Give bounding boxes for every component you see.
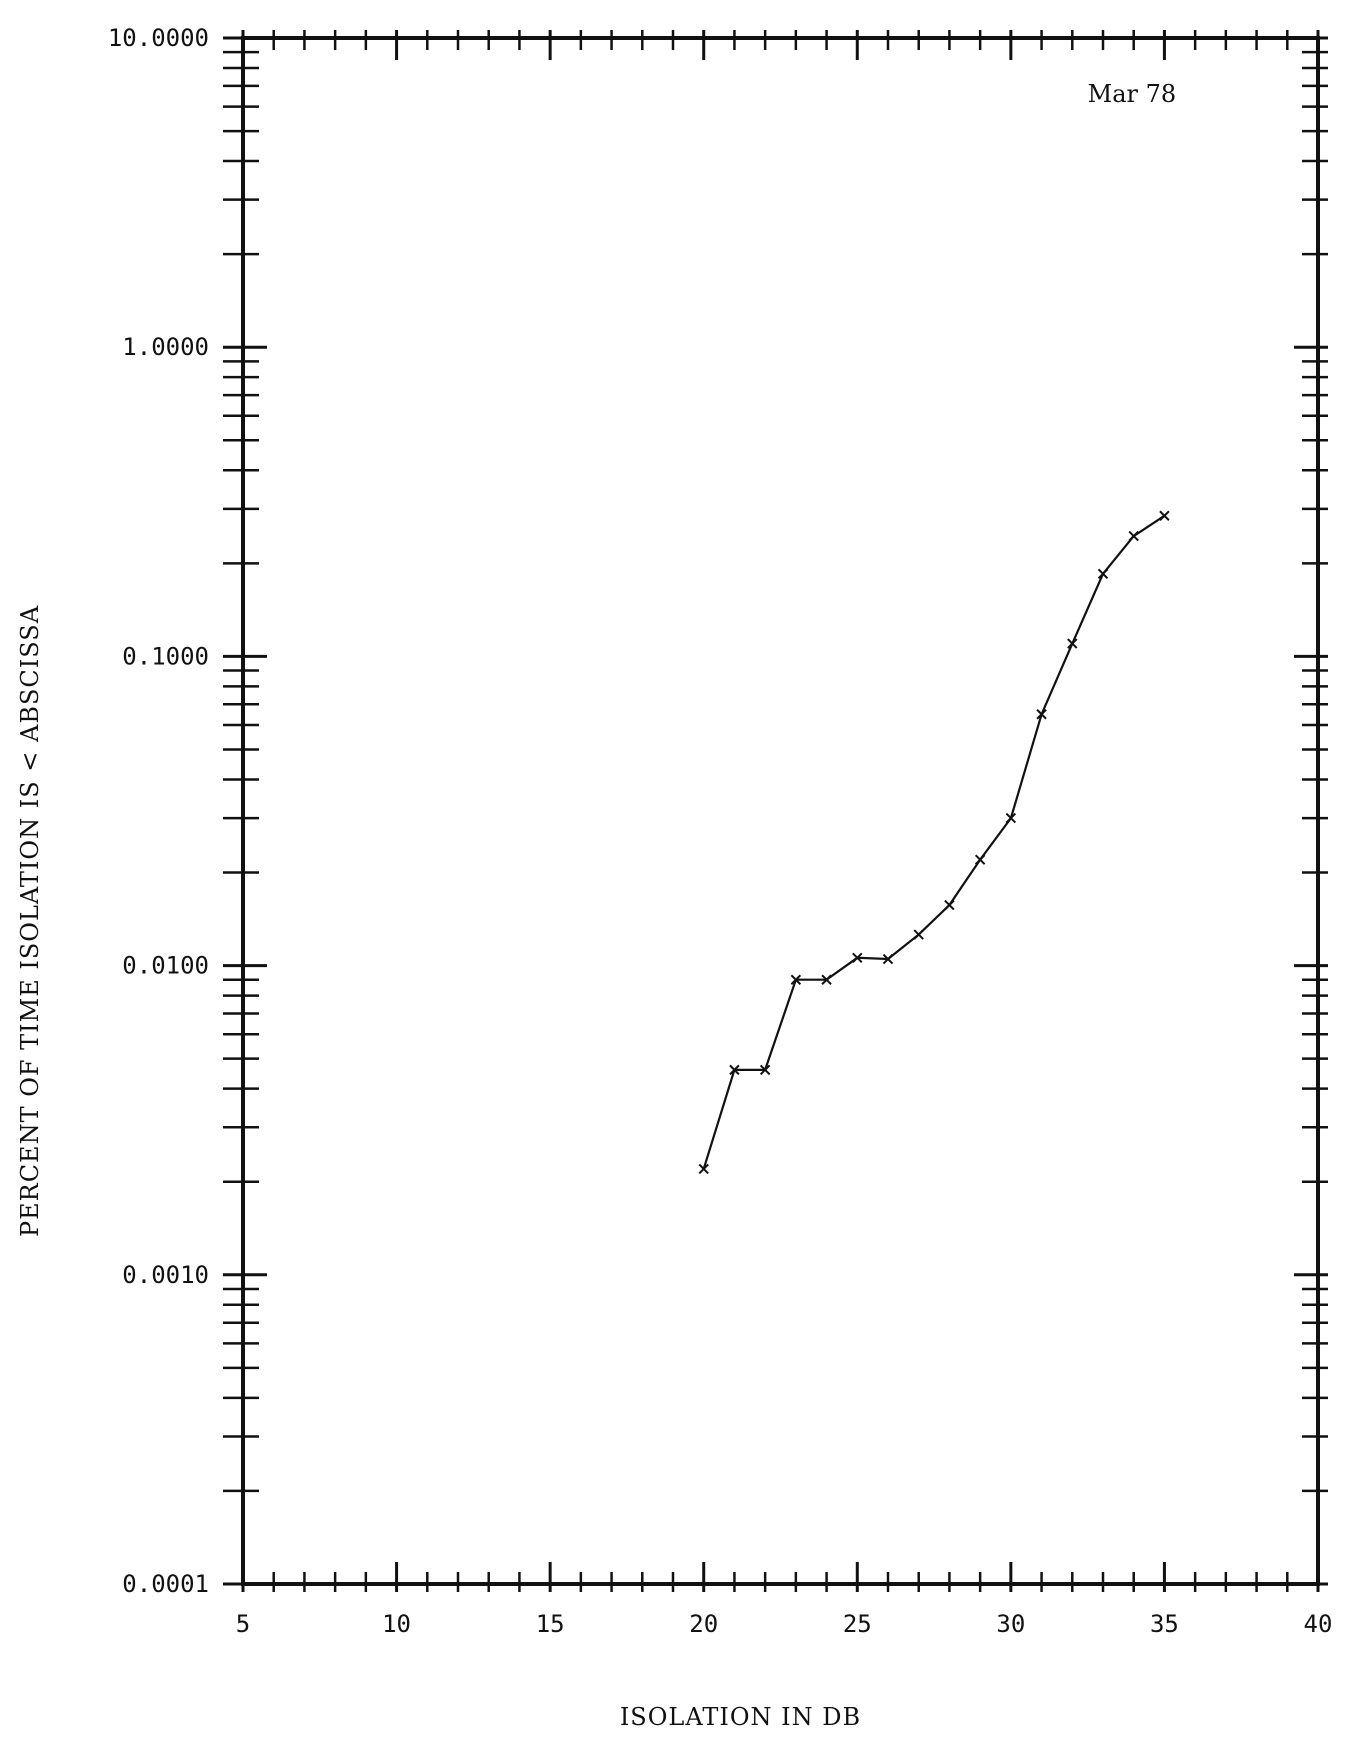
y-axis-label: PERCENT OF TIME ISOLATION IS < ABSCISSA (16, 605, 44, 1237)
y-tick-label: 0.0001 (122, 1570, 209, 1598)
data-point (852, 952, 863, 963)
x-tick-label: 15 (536, 1610, 565, 1638)
data-point (1036, 709, 1047, 720)
data-point (974, 854, 986, 865)
series-line (702, 514, 1166, 1170)
data-point (1097, 568, 1109, 579)
data-point (821, 974, 832, 985)
data-point (759, 1064, 771, 1076)
x-tick-label: 25 (843, 1610, 872, 1638)
data-point (698, 1163, 709, 1175)
data-point (1067, 638, 1078, 649)
data-point (790, 974, 802, 985)
y-tick-label: 10.0000 (108, 24, 209, 52)
chart-annotation: Mar 78 (1088, 80, 1177, 108)
plot-frame (241, 36, 1320, 1586)
y-tick-label: 0.1000 (122, 642, 209, 670)
data-point (944, 899, 955, 911)
plot-border (241, 36, 1320, 1586)
tick-labels: 5 10 15 20 25 30 35 40 0.0001 0.0010 0.0100 0.1000 1… (108, 24, 1333, 1638)
data-point (1159, 510, 1170, 521)
x-axis-label: ISOLATION IN DB (620, 1703, 861, 1731)
data-point (729, 1064, 740, 1076)
x-tick-label: 20 (689, 1610, 718, 1638)
x-tick-label: 40 (1304, 1610, 1333, 1638)
x-tick-label: 5 (236, 1610, 250, 1638)
x-tick-label: 35 (1150, 1610, 1179, 1638)
data-series (698, 510, 1170, 1175)
x-tick-label: 10 (382, 1610, 411, 1638)
x-tick-label: 30 (996, 1610, 1025, 1638)
y-tick-label: 0.0100 (122, 952, 209, 980)
axis-ticks (223, 30, 1328, 1592)
data-point (1128, 530, 1139, 542)
data-point (913, 929, 924, 940)
y-tick-label: 1.0000 (122, 333, 209, 361)
data-point (1005, 812, 1017, 824)
y-tick-label: 0.0010 (122, 1261, 209, 1289)
data-point (882, 953, 894, 965)
